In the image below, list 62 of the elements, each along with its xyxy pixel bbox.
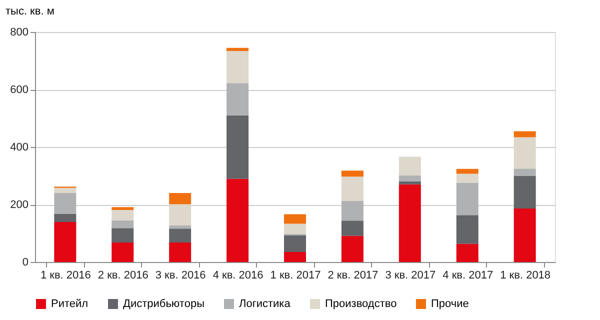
bar	[226, 48, 249, 51]
bar	[54, 222, 76, 262]
bar	[169, 204, 192, 226]
bar	[456, 182, 478, 216]
bar	[456, 244, 478, 262]
bar	[54, 192, 76, 214]
bar	[169, 228, 192, 242]
bar	[226, 178, 249, 262]
bar	[54, 188, 76, 193]
y-tick-label: 600	[10, 84, 28, 96]
bar	[226, 50, 249, 84]
bar	[341, 176, 364, 201]
bar	[112, 228, 134, 242]
x-tick-label: 4 кв. 2016	[212, 270, 264, 282]
bar	[169, 242, 192, 262]
bar	[514, 208, 536, 262]
bar	[112, 210, 134, 220]
bar	[514, 131, 536, 138]
x-tick-label: 1 кв. 2018	[500, 270, 551, 282]
bar	[456, 174, 478, 183]
x-tick-label: 4 кв. 2017	[442, 270, 494, 282]
bar	[284, 235, 306, 252]
legend-label: Логистика	[239, 298, 292, 310]
bar	[398, 156, 421, 176]
bar	[514, 137, 536, 169]
y-tick-label: 200	[10, 199, 28, 211]
bar	[169, 193, 192, 204]
bar	[112, 207, 134, 210]
bar	[284, 252, 306, 262]
bar	[284, 214, 306, 224]
bar	[284, 224, 306, 234]
bar	[514, 176, 536, 209]
bar	[169, 225, 192, 229]
bar	[456, 215, 478, 244]
y-tick-label: 0	[22, 256, 28, 268]
bar	[341, 220, 364, 236]
x-tick-label: 1 кв. 2017	[270, 270, 321, 282]
x-tick-label: 2 кв. 2017	[328, 270, 378, 282]
bar	[456, 168, 478, 174]
x-tick-label: 3 кв. 2017	[385, 270, 436, 282]
bar	[54, 214, 76, 222]
y-axis-title: тыс. кв. м	[6, 6, 54, 18]
legend-label: Ритейл	[51, 298, 88, 310]
y-tick-label: 400	[10, 142, 28, 154]
bar	[341, 236, 364, 262]
bar	[514, 168, 536, 176]
bar	[398, 181, 421, 184]
y-tick-label: 800	[10, 26, 28, 38]
bar	[112, 220, 134, 228]
bar	[398, 184, 421, 262]
bar	[398, 175, 421, 182]
bar	[226, 115, 249, 179]
x-tick-label: 2 кв. 2016	[98, 270, 148, 282]
bar	[341, 200, 364, 221]
x-tick-label: 3 кв. 2016	[155, 270, 206, 282]
legend-label: Дистрибьюторы	[123, 298, 205, 310]
bar	[226, 83, 249, 116]
x-tick-label: 1 кв. 2016	[40, 270, 91, 282]
legend-label: Производство	[325, 298, 397, 310]
legend-label: Прочие	[431, 298, 469, 310]
bar	[112, 242, 134, 262]
bar	[341, 170, 364, 177]
